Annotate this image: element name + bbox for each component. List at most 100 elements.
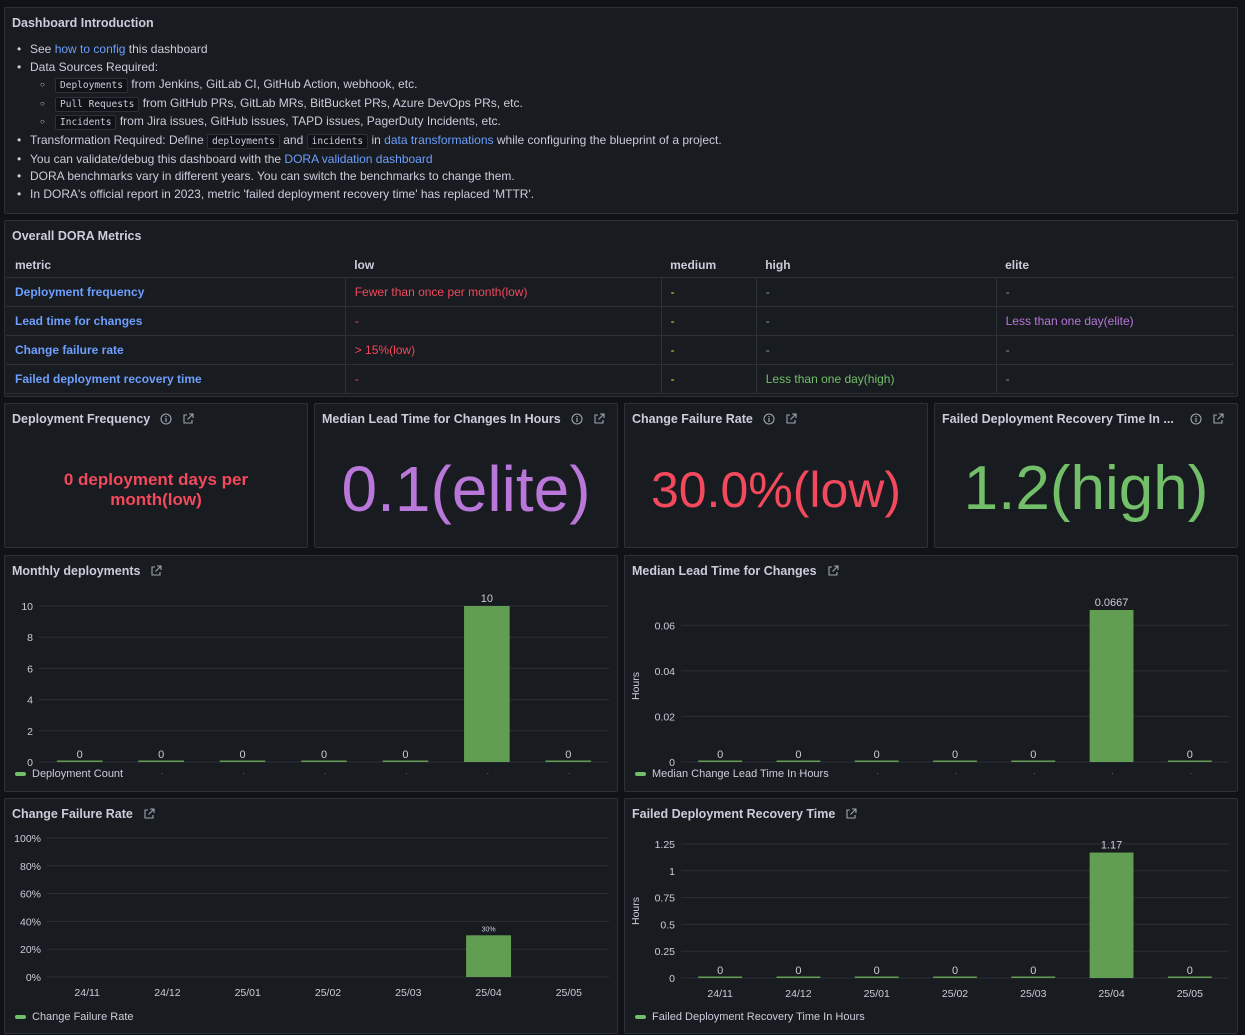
col-high[interactable]: high xyxy=(756,254,997,278)
recovery-time-stat-panel: Failed Deployment Recovery Time In ... 1… xyxy=(934,403,1238,548)
bar[interactable] xyxy=(466,935,512,977)
external-link-icon[interactable] xyxy=(845,808,857,820)
table-cell: - xyxy=(345,306,662,336)
data-label: 0 xyxy=(565,749,571,761)
x-tick-label: 24/12 xyxy=(154,987,180,999)
x-tick-label: 25/01 xyxy=(864,988,890,1000)
x-tick-label: 25/02 xyxy=(942,772,968,774)
x-tick-label: 25/05 xyxy=(555,772,581,774)
bar[interactable] xyxy=(776,976,821,979)
bar[interactable] xyxy=(854,976,899,979)
data-transformations-link[interactable]: data transformations xyxy=(384,132,494,147)
bar[interactable] xyxy=(138,760,184,763)
y-tick-label: 6 xyxy=(27,663,33,675)
bar[interactable] xyxy=(854,760,899,763)
external-link-icon[interactable] xyxy=(182,413,194,425)
x-tick-label: 25/02 xyxy=(311,772,337,774)
bar[interactable] xyxy=(301,760,347,763)
y-tick-label: 100% xyxy=(14,833,41,845)
legend-item[interactable]: Change Failure Rate xyxy=(15,1011,134,1023)
bar[interactable] xyxy=(1167,976,1212,979)
dora-validation-link[interactable]: DORA validation dashboard xyxy=(284,151,433,166)
intro-transform-item: Transformation Required: Define deployme… xyxy=(5,132,1225,151)
bar[interactable] xyxy=(382,760,429,763)
table-cell: - xyxy=(661,364,757,394)
metric-link[interactable]: Deployment frequency xyxy=(6,277,346,307)
legend-item[interactable]: Deployment Count xyxy=(15,768,123,780)
bar[interactable] xyxy=(698,976,743,979)
table-cell: - xyxy=(345,364,662,394)
col-medium[interactable]: medium xyxy=(661,254,757,278)
table-cell: - xyxy=(756,277,997,307)
table-cell: - xyxy=(661,335,757,365)
bar[interactable] xyxy=(933,760,977,763)
external-link-icon[interactable] xyxy=(827,565,839,577)
table-row: Failed deployment recovery time - - Less… xyxy=(6,364,1234,394)
y-tick-label: 20% xyxy=(20,944,41,956)
info-icon[interactable] xyxy=(160,413,172,425)
external-link-icon[interactable] xyxy=(150,565,163,577)
col-low[interactable]: low xyxy=(345,254,662,278)
panel-title: Change Failure Rate xyxy=(632,412,753,426)
external-link-icon[interactable] xyxy=(1212,413,1224,425)
how-to-config-link[interactable]: how to config xyxy=(54,42,126,56)
bar[interactable] xyxy=(545,760,592,763)
monthly-deployments-panel: Monthly deployments 0246810024/11024/120… xyxy=(4,555,618,792)
x-tick-label: 25/02 xyxy=(942,988,968,1000)
data-label: 0.0667 xyxy=(1095,597,1129,609)
source-deployments: Deployments from Jenkins, GitLab CI, Git… xyxy=(5,76,1225,95)
external-link-icon[interactable] xyxy=(143,808,155,820)
external-link-icon[interactable] xyxy=(785,413,797,425)
x-tick-label: 25/01 xyxy=(235,987,261,999)
col-metric[interactable]: metric xyxy=(6,254,346,278)
bar[interactable] xyxy=(933,976,977,979)
table-cell: > 15%(low) xyxy=(345,335,662,365)
bar[interactable] xyxy=(219,760,266,763)
legend-item[interactable]: Median Change Lead Time In Hours xyxy=(635,768,829,780)
bar[interactable] xyxy=(698,760,743,763)
stat-value: 0 deployment days per month(low) xyxy=(63,470,249,509)
y-tick-label: 10 xyxy=(21,601,33,613)
source-pull-requests: Pull Requests from GitHub PRs, GitLab MR… xyxy=(5,95,1225,114)
legend-item[interactable]: Failed Deployment Recovery Time In Hours xyxy=(635,1011,865,1023)
table-row: Change failure rate > 15%(low) - - - xyxy=(6,335,1234,365)
bar[interactable] xyxy=(56,760,103,763)
table-cell: - xyxy=(996,335,1234,365)
bar[interactable] xyxy=(1011,976,1056,979)
legend-swatch xyxy=(15,772,26,776)
bar[interactable] xyxy=(1089,852,1134,978)
y-tick-label: 40% xyxy=(20,916,41,928)
panel-title: Failed Deployment Recovery Time xyxy=(632,807,836,821)
info-icon[interactable] xyxy=(1190,413,1202,425)
x-tick-label: 25/02 xyxy=(315,987,341,999)
external-link-icon[interactable] xyxy=(593,413,605,425)
change-failure-rate-chart: 0% 20% 40% 60% 80% 100% 24/11 24/12 25/01 25/02 25… xyxy=(14,833,609,999)
median-lead-time-chart-panel: Median Lead Time for Changes 0 0.02 0.04 0.… xyxy=(624,555,1238,792)
x-tick-label: 25/03 xyxy=(1020,772,1046,774)
table-cell: Fewer than once per month(low) xyxy=(345,277,662,307)
change-failure-rate-stat-panel: Change Failure Rate 30.0%(low) xyxy=(624,403,928,548)
metric-link[interactable]: Lead time for changes xyxy=(6,306,346,336)
metric-link[interactable]: Failed deployment recovery time xyxy=(6,364,346,394)
x-tick-label: 24/11 xyxy=(74,987,100,999)
bar[interactable] xyxy=(776,760,821,763)
x-tick-label: 25/05 xyxy=(1177,772,1203,774)
info-icon[interactable] xyxy=(571,413,583,425)
x-tick-label: 25/04 xyxy=(1098,772,1124,774)
bar[interactable] xyxy=(1167,760,1212,763)
bar[interactable] xyxy=(1011,760,1056,763)
data-label: 0 xyxy=(795,749,801,761)
info-icon[interactable] xyxy=(763,413,775,425)
panel-title: Monthly deployments xyxy=(12,564,141,578)
table-cell: Less than one day(high) xyxy=(756,364,997,394)
y-tick-label: 0 xyxy=(669,757,675,769)
data-label: 0 xyxy=(952,965,958,977)
y-tick-label: 8 xyxy=(27,632,33,644)
stat-value: 30.0%(low) xyxy=(650,462,902,518)
bar[interactable] xyxy=(1089,610,1134,762)
x-tick-label: 24/11 xyxy=(67,772,93,774)
bar[interactable] xyxy=(464,606,510,762)
y-tick-label: 1.25 xyxy=(655,839,676,851)
metric-link[interactable]: Change failure rate xyxy=(6,335,346,365)
col-elite[interactable]: elite xyxy=(996,254,1234,278)
